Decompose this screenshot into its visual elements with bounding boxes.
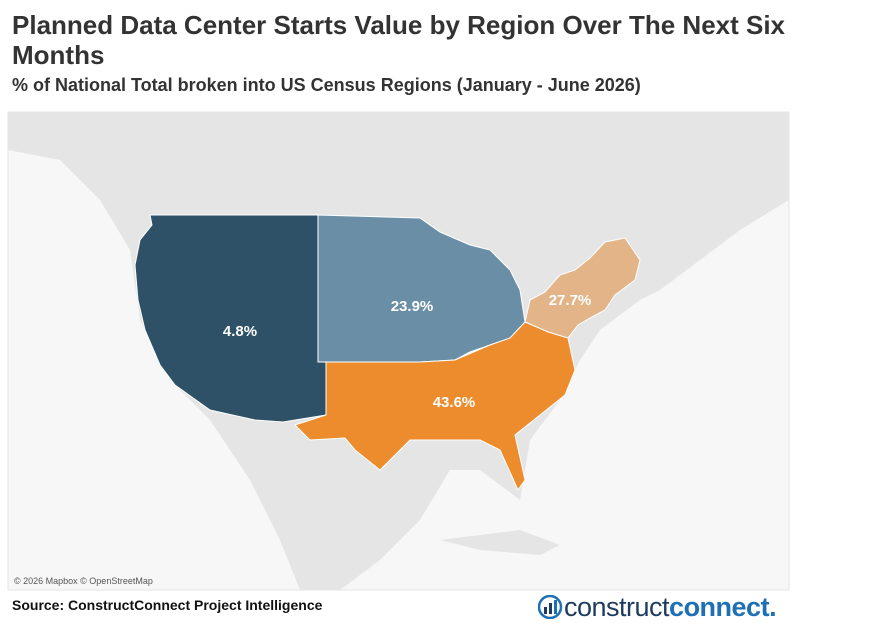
land — [440, 530, 560, 555]
logo: constructconnect. — [537, 592, 777, 623]
region-value-label: 23.9% — [391, 298, 434, 315]
region — [294, 321, 576, 492]
region-value-label: 4.8% — [223, 323, 257, 340]
region — [524, 237, 641, 339]
logo-text-bold: connect. — [669, 592, 777, 622]
title: Planned Data Center Starts Value by Regi… — [12, 10, 786, 70]
region-value-label: 43.6% — [433, 394, 476, 411]
attribution: © 2026 Mapbox © OpenStreetMap — [14, 576, 153, 586]
regions: 4.8% 23.9% 27.7% 43.6% — [134, 214, 641, 492]
logo-icon — [537, 594, 563, 620]
logo-text: construct — [564, 592, 670, 622]
source: Source: ConstructConnect Project Intelli… — [12, 597, 323, 613]
subtitle: % of National Total broken into US Censu… — [12, 75, 641, 95]
region-value-label: 27.7% — [549, 292, 592, 309]
